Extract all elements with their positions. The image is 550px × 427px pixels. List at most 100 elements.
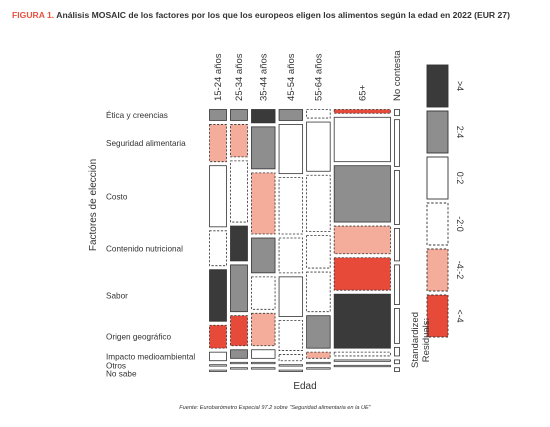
age-label-15-24-anos: 15-24 años	[213, 53, 224, 101]
legend-swatch-neg-mid	[426, 248, 449, 292]
mosaic-cell-45-54-anos-origen-geografico	[278, 320, 304, 351]
legend-label-pos-large: >4	[455, 81, 465, 91]
mosaic-cell-35-44-anos-sabor	[251, 276, 276, 310]
mosaic-cell-25-34-anos-sabor	[230, 264, 248, 313]
factor-label-impacto-medioambiental: Impacto medioambiental	[106, 352, 195, 361]
mosaic-cells	[209, 109, 400, 372]
mosaic-cell-65-impacto-medioambiental	[333, 351, 391, 357]
mosaic-cell-25-34-anos-seguridad-alimentaria	[230, 124, 248, 158]
figure-label: FIGURA 1.	[12, 10, 55, 20]
mosaic-cell-no-contesta-costo	[394, 170, 400, 225]
age-label-55-64-anos: 55-64 años	[313, 53, 324, 101]
legend-label-neg-small: -2:0	[455, 216, 465, 232]
mosaic-cell-55-64-anos-contenido-nutricional	[306, 235, 331, 269]
mosaic-cell-25-34-anos-etica-y-creencias	[230, 109, 248, 121]
factor-label-seguridad-alimentaria: Seguridad alimentaria	[106, 139, 186, 148]
mosaic-cell-35-44-anos-etica-y-creencias	[251, 109, 276, 124]
factor-label-no-sabe: No sabe	[106, 369, 137, 378]
figure-source: Fuente: Eurobarómetro Especial 97.2 sobr…	[179, 405, 371, 411]
mosaic-cell-no-contesta-seguridad-alimentaria	[394, 119, 400, 167]
mosaic-cell-no-contesta-impacto-medioambiental	[394, 346, 400, 357]
mosaic-cell-45-54-anos-sabor	[278, 276, 304, 317]
mosaic-cell-25-34-anos-origen-geografico	[230, 315, 248, 347]
mosaic-cell-65-contenido-nutricional	[333, 225, 391, 255]
mosaic-cell-65-no-sabe	[333, 364, 391, 368]
factor-label-etica-y-creencias: Ética y creencias	[106, 110, 168, 120]
mosaic-cell-55-64-anos-costo	[306, 174, 331, 233]
mosaic-cell-15-24-anos-etica-y-creencias	[209, 109, 227, 121]
figure-title-text: Análisis MOSAIC de los factores por los …	[56, 10, 510, 20]
mosaic-cell-45-54-anos-etica-y-creencias	[278, 109, 304, 121]
legend-title-line-1: Standardized	[410, 312, 421, 368]
legend-label-pos-mid: 2:4	[455, 126, 465, 139]
mosaic-cell-no-contesta-sabor	[394, 264, 400, 305]
factor-labels: Ética y creencias Seguridad alimentaria Co…	[106, 110, 195, 378]
mosaic-cell-65-otros	[333, 359, 391, 362]
x-axis-label: Edad	[293, 381, 316, 392]
legend-label-neg-large: <-4	[455, 309, 465, 322]
legend-swatch-pos-small	[426, 156, 449, 200]
mosaic-cell-35-44-anos-contenido-nutricional	[251, 237, 276, 274]
mosaic-cell-45-54-anos-contenido-nutricional	[278, 237, 304, 274]
age-label-45-54-anos: 45-54 años	[286, 53, 297, 101]
mosaic-cell-55-64-anos-otros	[306, 361, 331, 365]
mosaic-cell-no-contesta-origen-geografico	[394, 308, 400, 344]
mosaic-cell-15-24-anos-no-sabe	[209, 369, 227, 372]
mosaic-cell-55-64-anos-seguridad-alimentaria	[306, 121, 331, 172]
factor-label-costo: Costo	[106, 192, 128, 201]
mosaic-cell-55-64-anos-etica-y-creencias	[306, 109, 331, 119]
legend-title-line-2: Residuals:	[421, 318, 432, 362]
mosaic-cell-no-contesta-otros	[394, 359, 400, 365]
mosaic-cell-65-seguridad-alimentaria	[333, 116, 391, 163]
mosaic-cell-45-54-anos-costo	[278, 177, 304, 235]
mosaic-cell-55-64-anos-no-sabe	[306, 367, 331, 370]
mosaic-cell-45-54-anos-no-sabe	[278, 369, 304, 372]
mosaic-cell-15-24-anos-impacto-medioambiental	[209, 351, 227, 362]
mosaic-cell-15-24-anos-contenido-nutricional	[209, 230, 227, 267]
mosaic-cell-55-64-anos-sabor	[306, 271, 331, 313]
y-axis-label: Factores de elección	[88, 159, 99, 251]
mosaic-cell-15-24-anos-seguridad-alimentaria	[209, 124, 227, 163]
legend-label-pos-small: 0:2	[455, 172, 465, 185]
mosaic-cell-35-44-anos-no-sabe	[251, 367, 276, 370]
mosaic-cell-15-24-anos-costo	[209, 165, 227, 228]
mosaic-cell-no-contesta-contenido-nutricional	[394, 228, 400, 262]
mosaic-cell-35-44-anos-otros	[251, 361, 276, 365]
mosaic-cell-65-origen-geografico	[333, 293, 391, 349]
mosaic-cell-no-contesta-etica-y-creencias	[394, 109, 400, 117]
legend-swatch-neg-small	[426, 202, 449, 246]
legend-label-neg-mid: -4:-2	[455, 261, 465, 280]
mosaic-cell-25-34-anos-impacto-medioambiental	[230, 349, 248, 359]
factor-label-sabor: Sabor	[106, 291, 128, 300]
legend-swatch-neg-large	[426, 294, 449, 338]
factor-label-otros: Otros	[106, 361, 126, 370]
age-label-no-contesta: No contesta	[392, 50, 403, 101]
legend-swatch-pos-large	[426, 64, 449, 108]
mosaic-cell-45-54-anos-seguridad-alimentaria	[278, 124, 304, 175]
mosaic-cell-25-34-anos-otros	[230, 361, 248, 365]
mosaic-cell-25-34-anos-no-sabe	[230, 367, 248, 370]
mosaic-cell-55-64-anos-origen-geografico	[306, 315, 331, 349]
mosaic-cell-55-64-anos-impacto-medioambiental	[306, 351, 331, 359]
legend-swatch-pos-mid	[426, 110, 449, 154]
factor-label-contenido-nutricional: Contenido nutricional	[106, 244, 183, 253]
figure-title: FIGURA 1. Análisis MOSAIC de los factore…	[12, 10, 542, 20]
mosaic-cell-35-44-anos-origen-geografico	[251, 312, 276, 347]
mosaic-cell-45-54-anos-impacto-medioambiental	[278, 354, 304, 362]
mosaic-cell-15-24-anos-origen-geografico	[209, 324, 227, 349]
age-label-25-34-anos: 25-34 años	[234, 53, 245, 101]
mosaic-cell-no-contesta-no-sabe	[394, 367, 400, 372]
mosaic-cell-25-34-anos-contenido-nutricional	[230, 225, 248, 262]
age-label-35-44-anos: 35-44 años	[258, 53, 269, 101]
mosaic-cell-35-44-anos-seguridad-alimentaria	[251, 126, 276, 170]
age-group-labels: 15-24 años 25-34 años 35-44 años 45-54 años…	[213, 50, 403, 101]
mosaic-cell-25-34-anos-costo	[230, 160, 248, 223]
mosaic-cell-65-costo	[333, 165, 391, 223]
mosaic-cell-15-24-anos-otros	[209, 364, 227, 367]
residuals-legend: >4 2:4 0:2 -2:0 -4:-2 <-4 Standardized Residual…	[410, 64, 465, 368]
mosaic-cell-45-54-anos-otros	[278, 364, 304, 367]
mosaic-cell-65-sabor	[333, 257, 391, 291]
mosaic-cell-15-24-anos-sabor	[209, 269, 227, 322]
age-label-65: 65+	[357, 84, 368, 101]
